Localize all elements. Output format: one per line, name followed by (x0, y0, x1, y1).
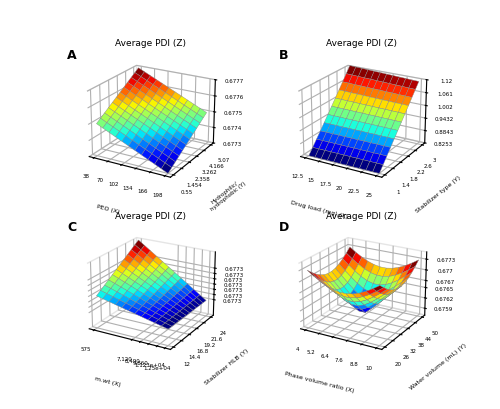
X-axis label: Drug load (mg) (X): Drug load (mg) (X) (290, 200, 348, 219)
Title: Average PDI (Z): Average PDI (Z) (326, 211, 398, 220)
X-axis label: PEO (X): PEO (X) (96, 204, 120, 214)
Text: A: A (68, 49, 77, 62)
Title: Average PDI (Z): Average PDI (Z) (115, 39, 186, 48)
Y-axis label: Stabilizer type (Y): Stabilizer type (Y) (414, 175, 462, 213)
Text: D: D (278, 221, 289, 234)
X-axis label: Phase volume ratio (X): Phase volume ratio (X) (284, 370, 354, 392)
Text: C: C (68, 221, 76, 234)
Y-axis label: Hydrophilic/
hydrophobic (Y): Hydrophilic/ hydrophobic (Y) (206, 176, 247, 212)
Text: B: B (278, 49, 288, 62)
Title: Average PDI (Z): Average PDI (Z) (326, 39, 398, 48)
Y-axis label: Stabilizer HLB (Y): Stabilizer HLB (Y) (204, 347, 250, 385)
Y-axis label: Water volume (mL) (Y): Water volume (mL) (Y) (408, 342, 468, 390)
X-axis label: m.wt (X): m.wt (X) (94, 375, 122, 387)
Title: Average PDI (Z): Average PDI (Z) (115, 211, 186, 220)
